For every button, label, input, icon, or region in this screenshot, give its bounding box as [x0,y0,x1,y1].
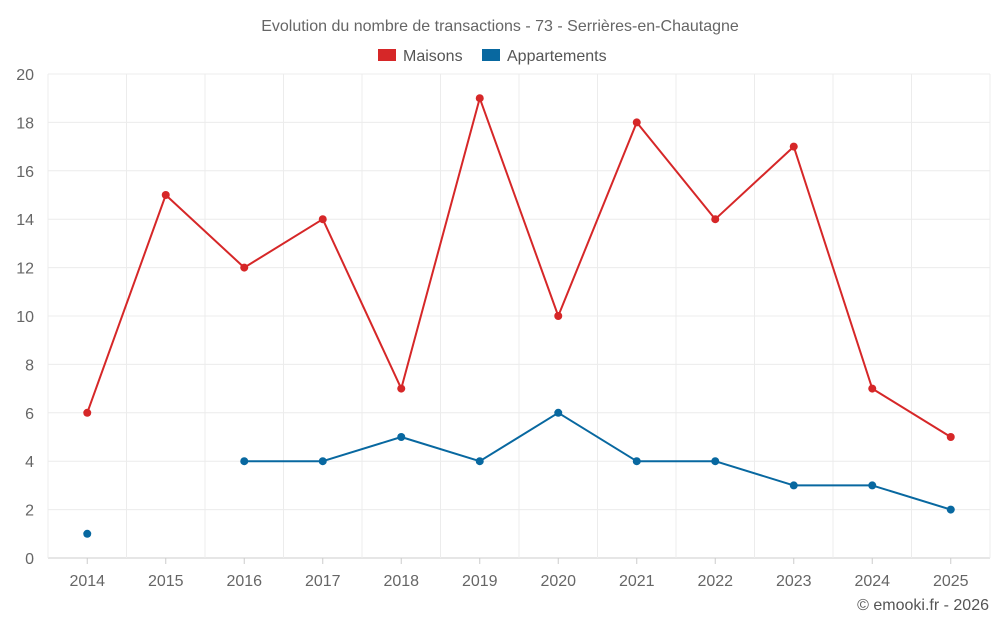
y-tick-label: 6 [25,406,34,423]
x-tick-label: 2025 [933,573,969,590]
data-point-maisons[interactable] [632,118,641,127]
data-point-appartements[interactable] [240,457,249,466]
x-tick-label: 2022 [697,573,733,590]
x-tick-label: 2018 [383,573,419,590]
data-point-maisons[interactable] [161,191,170,199]
x-tick-label: 2019 [462,573,498,590]
data-point-maisons[interactable] [475,94,484,103]
legend-item-appartements[interactable]: Appartements [482,48,607,65]
legend-swatch-maisons [378,49,396,61]
legend-label-maisons: Maisons [403,48,463,65]
data-point-maisons[interactable] [397,384,406,393]
series-line-maisons [86,97,952,438]
x-tick-label: 2023 [776,573,812,590]
data-point-appartements[interactable] [83,529,92,538]
data-point-maisons[interactable] [868,384,877,393]
legend: Maisons Appartements [378,48,607,65]
data-point-maisons[interactable] [318,215,327,224]
y-tick-label: 10 [16,309,34,326]
data-point-maisons[interactable] [83,408,92,417]
y-tick-label: 2 [25,503,34,520]
legend-item-maisons[interactable]: Maisons [378,48,463,65]
y-tick-label: 12 [16,261,34,278]
y-tick-label: 14 [16,212,34,229]
data-point-maisons[interactable] [554,312,563,320]
x-tick-label: 2015 [148,573,184,590]
y-tick-label: 8 [25,357,34,374]
x-tick-label: 2020 [540,573,576,590]
data-point-appartements[interactable] [475,457,484,466]
y-tick-label: 20 [16,67,34,84]
y-tick-label: 18 [16,115,34,132]
data-point-appartements[interactable] [711,457,720,466]
x-tick-label: 2016 [226,573,262,590]
data-point-appartements[interactable] [868,481,877,490]
data-point-appartements[interactable] [946,505,955,514]
y-tick-label: 0 [25,551,34,568]
series-appartements [83,408,955,538]
y-axis: 0 2 4 6 8 10 12 14 16 18 20 [16,67,34,568]
series-line-appartements [244,411,952,511]
x-tick-label: 2024 [854,573,890,590]
credit-text: © emooki.fr - 2026 [857,597,989,614]
x-tick-label: 2014 [69,573,105,590]
chart-title: Evolution du nombre de transactions - 73… [261,18,739,35]
data-point-appartements[interactable] [397,433,406,441]
legend-label-appartements: Appartements [507,48,607,65]
x-tick-label: 2021 [619,573,655,590]
series-layer [83,94,955,538]
data-point-maisons[interactable] [240,263,249,272]
data-point-maisons[interactable] [711,215,720,224]
y-tick-label: 4 [25,454,34,471]
data-point-appartements[interactable] [789,481,798,490]
data-point-appartements[interactable] [318,457,327,466]
y-tick-label: 16 [16,164,34,181]
series-maisons [83,94,955,441]
data-point-appartements[interactable] [632,457,641,466]
x-tick-label: 2017 [305,573,341,590]
data-point-appartements[interactable] [554,408,563,417]
data-point-maisons[interactable] [946,433,955,441]
grid [47,73,991,559]
data-point-maisons[interactable] [789,142,798,151]
legend-swatch-appartements [482,49,500,61]
x-axis: 2014 2015 2016 2017 2018 2019 2020 2021 2022 2023… [69,558,969,590]
